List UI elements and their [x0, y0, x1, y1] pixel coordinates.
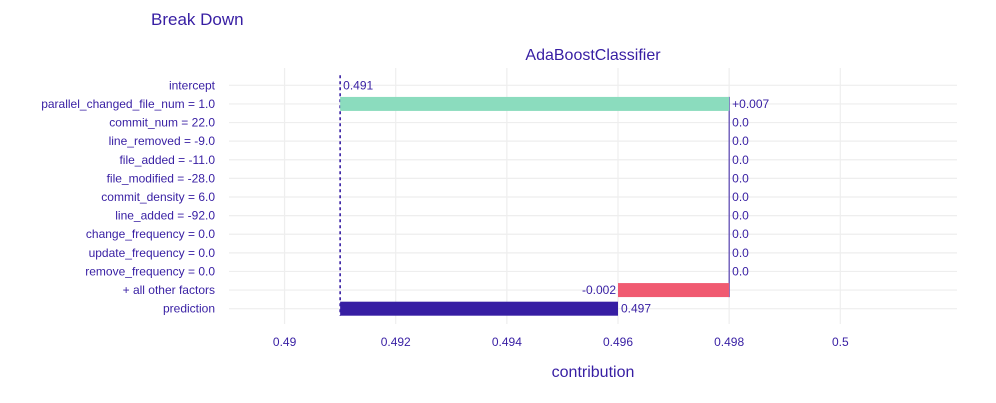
contribution-bar: [340, 301, 619, 316]
row-label: commit_density = 6.0: [101, 190, 215, 204]
x-axis-ticks: 0.49 0.492 0.494 0.496 0.498 0.5: [273, 335, 849, 349]
value-label: 0.0: [732, 246, 749, 260]
value-label: 0.0: [732, 116, 749, 130]
value-label: +0.007: [732, 97, 769, 111]
row-label: file_modified = -28.0: [107, 171, 216, 185]
row-label: line_removed = -9.0: [109, 134, 216, 148]
x-axis-title: contribution: [552, 364, 635, 381]
bars: [339, 75, 730, 316]
value-label: 0.0: [732, 227, 749, 241]
value-label: 0.0: [732, 209, 749, 223]
value-label: 0.0: [732, 190, 749, 204]
x-tick-label: 0.49: [273, 335, 297, 349]
row-labels: intercept 0.491 parallel_changed_file_num …: [41, 78, 769, 315]
value-label: 0.0: [732, 264, 749, 278]
x-tick-label: 0.496: [603, 335, 633, 349]
value-label: 0.491: [343, 78, 373, 92]
chart-subtitle: AdaBoostClassifier: [525, 47, 661, 64]
row-label: file_added = -11.0: [119, 153, 215, 167]
row-label: parallel_changed_file_num = 1.0: [41, 97, 215, 111]
value-label: 0.0: [732, 134, 749, 148]
value-label: 0.497: [621, 302, 651, 316]
contribution-bar: [618, 283, 730, 298]
x-tick-label: 0.5: [832, 335, 849, 349]
value-label: -0.002: [582, 283, 616, 297]
value-label: 0.0: [732, 153, 749, 167]
row-label: prediction: [163, 302, 215, 316]
row-label: commit_num = 22.0: [109, 116, 215, 130]
row-label: update_frequency = 0.0: [89, 246, 216, 260]
x-tick-label: 0.494: [492, 335, 522, 349]
contribution-bar: [340, 96, 730, 111]
row-label: remove_frequency = 0.0: [85, 264, 215, 278]
value-label: 0.0: [732, 171, 749, 185]
chart-title: Break Down: [151, 10, 244, 29]
row-label: intercept: [169, 78, 216, 92]
row-label: change_frequency = 0.0: [86, 227, 215, 241]
row-label: line_added = -92.0: [115, 209, 215, 223]
x-tick-label: 0.492: [381, 335, 411, 349]
row-label: + all other factors: [123, 283, 215, 297]
x-tick-label: 0.498: [714, 335, 744, 349]
